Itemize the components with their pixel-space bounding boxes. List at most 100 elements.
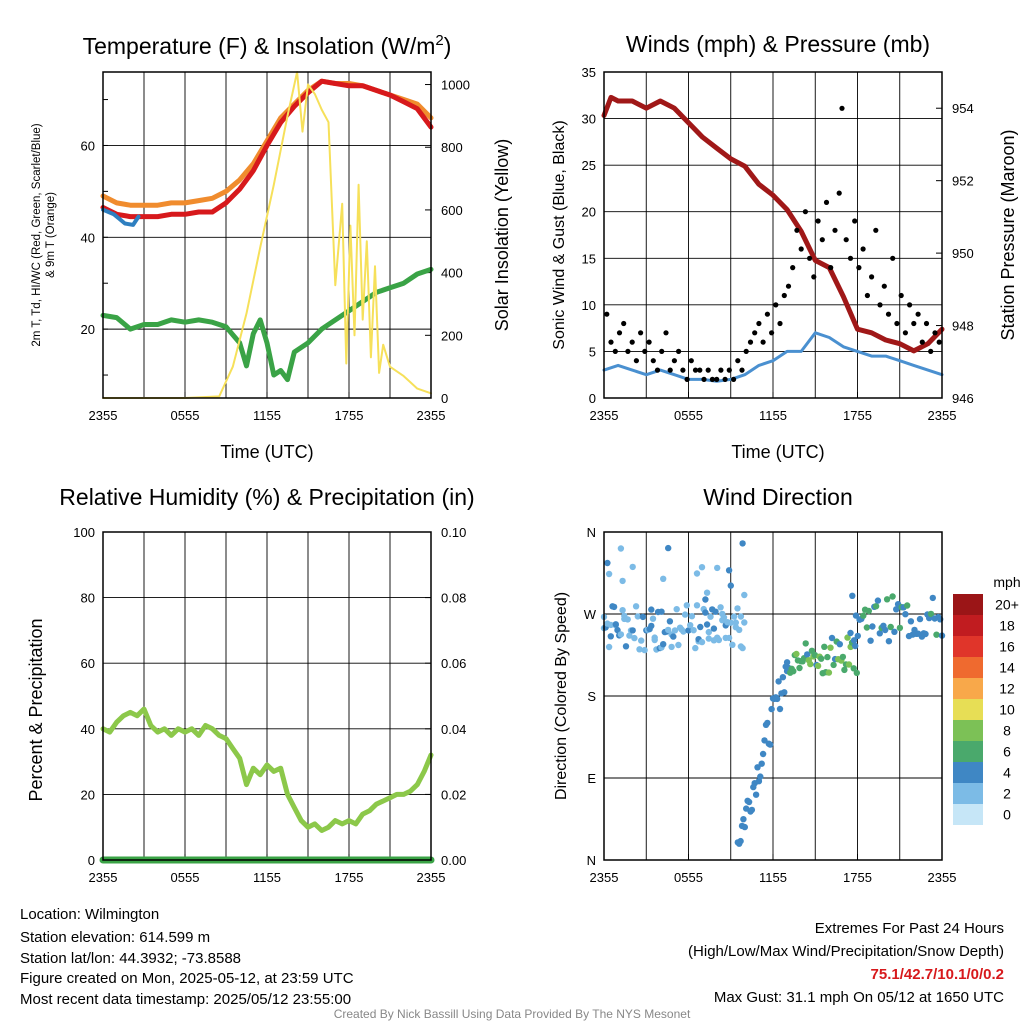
temp-x-tick-label: 2355	[417, 408, 446, 423]
gust-point	[856, 265, 862, 271]
direction-point	[741, 591, 748, 599]
direction-point	[697, 623, 704, 631]
winds-y-right-tick-label: 946	[952, 391, 974, 406]
direction-point	[893, 606, 900, 613]
rh-y-tick-label: 20	[81, 787, 95, 802]
gust-point	[823, 199, 830, 205]
winds-x-tick-label: 1155	[759, 408, 787, 423]
gust-point	[790, 265, 796, 271]
winds-y-tick-label: 0	[589, 391, 596, 406]
direction-point	[854, 632, 861, 640]
direction-point	[818, 655, 825, 662]
direction-point	[617, 631, 625, 638]
gust-point	[621, 320, 627, 327]
legend-label: 2	[1003, 786, 1011, 802]
legend-label: 18	[999, 618, 1015, 634]
temp-series-heat_index	[101, 207, 141, 227]
gust-point	[807, 255, 813, 261]
direction-point	[865, 607, 872, 615]
direction-point	[768, 705, 775, 713]
gust-point	[781, 292, 787, 299]
direction-point	[891, 628, 898, 635]
gust-point	[718, 367, 724, 373]
winds-y-right-tick-label: 952	[952, 174, 974, 189]
legend-swatch	[953, 636, 983, 657]
direction-point	[839, 653, 847, 661]
direction-point	[702, 609, 709, 616]
dir-x-tick-label: 2355	[590, 870, 619, 885]
dir-x-tick-label: 0555	[674, 870, 703, 885]
gust-point	[616, 330, 623, 336]
direction-point	[714, 564, 721, 572]
direction-point	[693, 602, 701, 609]
winds-y-right-tick-label: 948	[952, 319, 974, 334]
direction-point	[824, 653, 831, 661]
winds-y-tick-label: 15	[582, 251, 596, 266]
direction-point	[604, 559, 611, 567]
direction-point	[825, 669, 833, 676]
direction-point	[692, 644, 699, 652]
direction-point	[736, 626, 743, 634]
gust-point	[714, 376, 720, 382]
gust-point	[752, 330, 758, 336]
gust-point	[629, 339, 635, 345]
legend-swatch	[953, 804, 983, 825]
direction-point	[790, 668, 797, 675]
rh-y-right-tick-label: 0.10	[441, 525, 466, 540]
temp-y-right-tick-label: 400	[441, 266, 463, 281]
direction-point	[705, 635, 712, 642]
legend-swatch	[953, 783, 983, 804]
direction-point	[610, 603, 618, 611]
legend-label: 10	[999, 702, 1015, 718]
temp-x-tick-label: 1155	[253, 408, 281, 423]
direction-point	[666, 618, 674, 625]
gust-point	[642, 348, 648, 354]
gust-point	[852, 218, 858, 224]
direction-point	[670, 633, 677, 640]
direction-point	[605, 570, 613, 578]
gust-point	[663, 330, 669, 336]
direction-point	[841, 666, 848, 674]
dir-y-tick-label: E	[587, 771, 596, 786]
recent-data-text: Most recent data timestamp: 2025/05/12 2…	[20, 991, 352, 1008]
rh-x-tick-label: 2355	[89, 870, 118, 885]
direction-point	[703, 589, 711, 596]
direction-point	[830, 661, 837, 669]
winds-y-tick-label: 10	[582, 298, 596, 313]
gust-point	[692, 367, 699, 373]
gust-point	[769, 330, 775, 336]
legend-label: 20+	[995, 597, 1019, 613]
gust-point	[836, 190, 842, 196]
rh-title: Relative Humidity (%) & Precipitation (i…	[59, 484, 474, 510]
winds-x-label: Time (UTC)	[731, 442, 824, 462]
gust-point	[798, 246, 804, 252]
gust-point	[928, 348, 934, 354]
rh-y-label: Percent & Precipitation	[26, 618, 46, 801]
temp-series-insolation	[102, 71, 432, 399]
legend-swatch	[953, 720, 983, 741]
rh-y-tick-label: 80	[81, 591, 95, 606]
direction-point	[636, 646, 643, 653]
direction-point	[847, 629, 854, 637]
direction-point	[889, 593, 896, 600]
gust-point	[819, 237, 825, 243]
gust-point	[811, 274, 817, 280]
dir-x-tick-label: 1155	[759, 870, 787, 885]
direction-point	[748, 806, 756, 814]
direction-point	[779, 674, 787, 681]
gust-point	[608, 339, 614, 345]
gust-point	[843, 237, 849, 243]
direction-point	[802, 640, 809, 647]
direction-point	[651, 634, 658, 641]
direction-point	[904, 602, 911, 609]
winds-frame	[603, 71, 943, 399]
direction-point	[876, 630, 883, 637]
temp-x-tick-label: 0555	[171, 408, 200, 423]
elevation-text: Station elevation: 614.599 m	[20, 929, 211, 946]
temp-y-right-tick-label: 600	[441, 203, 463, 218]
gust-point	[705, 367, 711, 373]
direction-point	[734, 605, 741, 612]
temp-y-label: 2m T, Td, HI/WC (Red, Green, Scarlet/Blu…	[31, 123, 43, 346]
direction-point	[783, 659, 791, 666]
